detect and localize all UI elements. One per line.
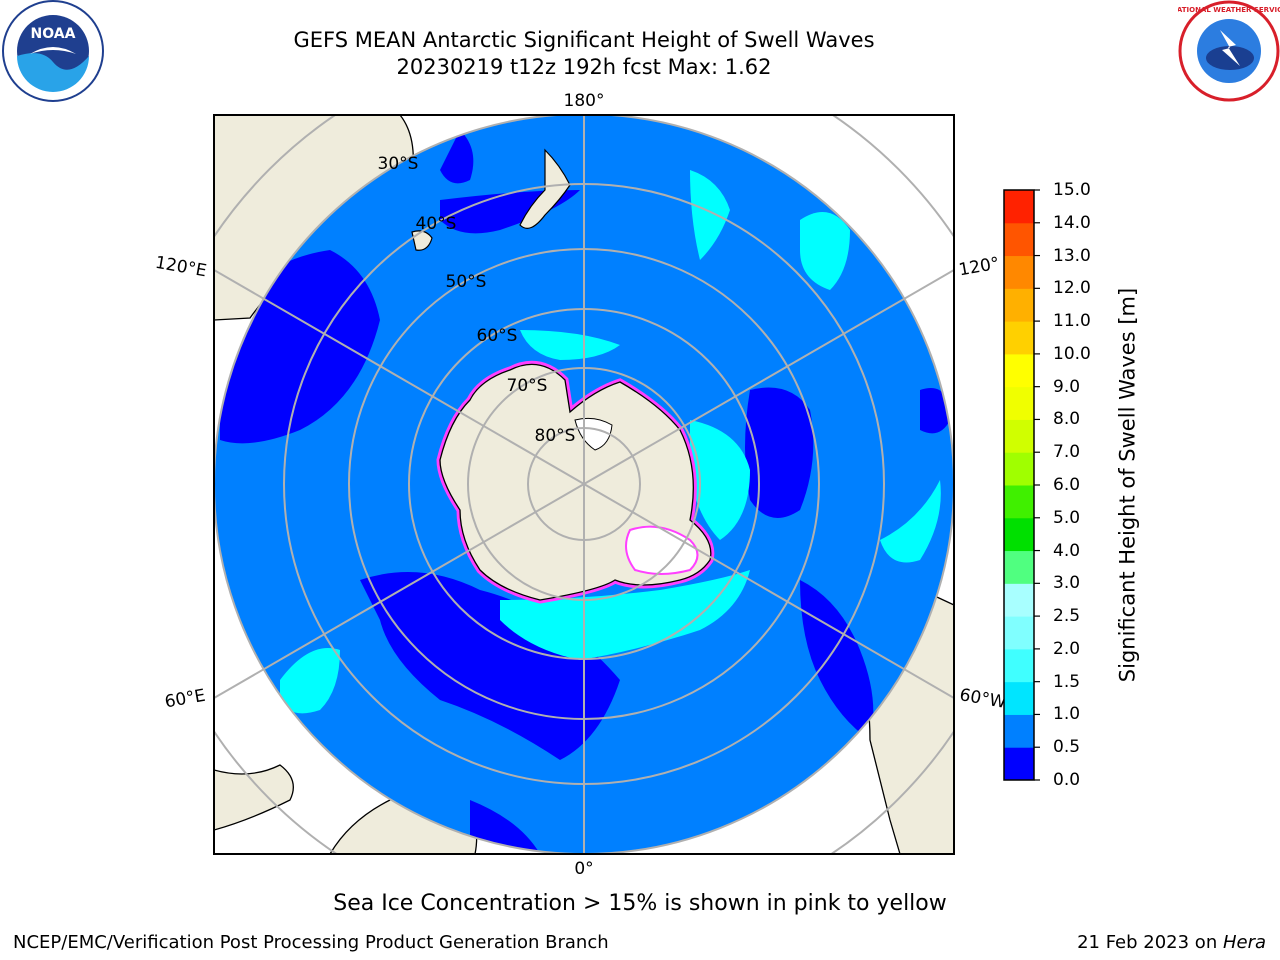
graticule — [214, 115, 954, 854]
colorbar-segment — [1004, 648, 1034, 683]
lat-label-50s: 50°S — [446, 272, 487, 292]
colorbar-segment — [1004, 386, 1034, 420]
footer-machine: Hera — [1222, 932, 1266, 953]
colorbar-tick-label: 6.0 — [1053, 475, 1081, 495]
colorbar-tick-label: 1.0 — [1053, 704, 1081, 725]
footer-credit: NCEP/EMC/Verification Post Processing Pr… — [13, 932, 609, 953]
colorbar-segment — [1004, 419, 1034, 453]
colorbar-tick-label: 9.0 — [1053, 376, 1081, 397]
colorbar-segment — [1004, 616, 1034, 650]
colorbar-tick-label: 10.0 — [1053, 343, 1091, 364]
high-swell-regions — [280, 170, 941, 714]
noaa-logo-icon: NOAA — [2, 0, 104, 102]
low-swell-regions — [220, 130, 950, 854]
colorbar-segment — [1004, 288, 1034, 322]
colorbar-tick-label: 11.0 — [1053, 311, 1091, 332]
colorbar-segment — [1004, 517, 1034, 552]
colorbar-tick-label: 13.0 — [1053, 245, 1091, 266]
colorbar-tick-label: 12.0 — [1053, 278, 1091, 299]
colorbar-tick-label: 3.0 — [1053, 573, 1081, 594]
colorbar-tick-label: 0.5 — [1053, 737, 1081, 758]
nws-logo-icon: NATIONAL WEATHER SERVICE — [1178, 0, 1280, 102]
colorbar-tick-label: 7.0 — [1053, 442, 1081, 463]
lon-label-0: 0° — [574, 859, 593, 879]
colorbar-tick-label: 4.0 — [1053, 540, 1081, 561]
lat-label-30s: 30°S — [378, 154, 419, 174]
map-frame — [213, 114, 955, 855]
title-line-1: GEFS MEAN Antarctic Significant Height o… — [293, 28, 875, 52]
title-line-2: 20230219 t12z 192h fcst Max: 1.62 — [396, 55, 772, 79]
colorbar-tick-label: 2.0 — [1053, 638, 1081, 659]
lat-label-60s: 60°S — [477, 326, 518, 346]
colorbar-segment — [1004, 550, 1034, 584]
colorbar-segment — [1004, 321, 1034, 355]
colorbar-segment — [1004, 353, 1034, 388]
colorbar-tick-label: 2.5 — [1053, 606, 1081, 627]
colorbar-segment — [1004, 190, 1034, 224]
lon-label-180: 180° — [564, 91, 605, 111]
colorbar-tick-label: 14.0 — [1053, 212, 1091, 233]
colorbar-tick-label: 0.0 — [1053, 770, 1081, 790]
sea-ice-note: Sea Ice Concentration > 15% is shown in … — [333, 891, 947, 916]
colorbar-segment — [1004, 222, 1034, 257]
colorbar-tick-label: 1.5 — [1053, 671, 1081, 692]
lon-label-60e: 60°E — [163, 686, 207, 713]
colorbar-segment — [1004, 583, 1034, 617]
footer-date: 21 Feb 2023 on Hera — [1077, 932, 1266, 953]
lon-label-120e: 120°E — [154, 253, 208, 282]
footer-date-text: 21 Feb 2023 on — [1077, 932, 1223, 953]
colorbar-label: Significant Height of Swell Waves [m] — [1115, 287, 1140, 683]
colorbar-tick-label: 15.0 — [1053, 180, 1091, 200]
lon-label-60w: 60°W — [958, 685, 1008, 713]
colorbar-segment — [1004, 747, 1034, 781]
nws-logo-text: NATIONAL WEATHER SERVICE — [1178, 6, 1280, 14]
lat-label-40s: 40°S — [416, 214, 457, 234]
colorbar — [1003, 189, 1040, 781]
colorbar-segment — [1004, 255, 1034, 289]
noaa-logo-text: NOAA — [31, 26, 76, 42]
colorbar-segment — [1004, 714, 1034, 748]
lat-label-70s: 70°S — [507, 376, 548, 396]
colorbar-tick-label: 5.0 — [1053, 507, 1081, 528]
lon-label-120w: 120° — [957, 254, 1001, 281]
colorbar-segment — [1004, 681, 1034, 715]
colorbar-segment — [1004, 485, 1034, 519]
colorbar-segment — [1004, 452, 1034, 486]
colorbar-tick-label: 8.0 — [1053, 409, 1081, 430]
lat-label-80s: 80°S — [535, 426, 576, 446]
